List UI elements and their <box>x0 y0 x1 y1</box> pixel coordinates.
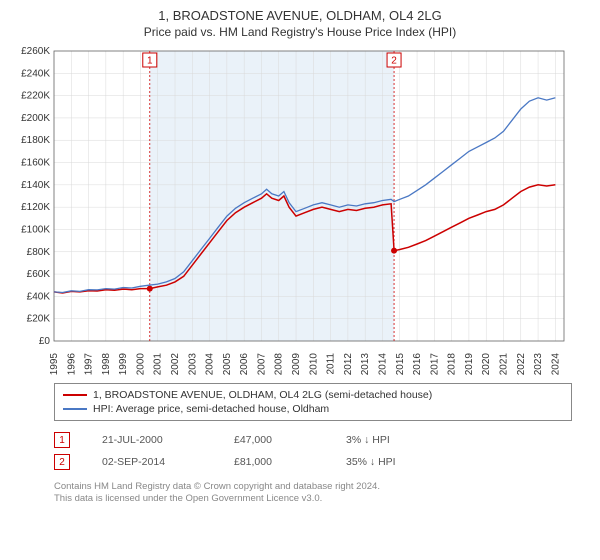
svg-text:2022: 2022 <box>516 353 527 376</box>
svg-text:2010: 2010 <box>308 353 319 376</box>
legend-label: 1, BROADSTONE AVENUE, OLDHAM, OL4 2LG (s… <box>93 389 432 401</box>
svg-text:£120K: £120K <box>21 202 50 213</box>
svg-text:£0: £0 <box>39 336 51 347</box>
svg-text:2013: 2013 <box>360 353 371 376</box>
legend-item: HPI: Average price, semi-detached house,… <box>63 402 563 416</box>
svg-text:1995: 1995 <box>49 353 60 376</box>
marker-badge: 1 <box>54 432 70 448</box>
svg-text:2016: 2016 <box>412 353 423 376</box>
svg-text:2007: 2007 <box>256 353 267 376</box>
chart-title: 1, BROADSTONE AVENUE, OLDHAM, OL4 2LG <box>10 8 590 23</box>
svg-text:2023: 2023 <box>533 353 544 376</box>
svg-text:£220K: £220K <box>21 91 50 102</box>
svg-text:2001: 2001 <box>153 353 164 376</box>
svg-text:2004: 2004 <box>205 353 216 376</box>
svg-text:£140K: £140K <box>21 180 50 191</box>
svg-text:2015: 2015 <box>395 353 406 376</box>
svg-text:£20K: £20K <box>27 314 51 325</box>
svg-text:£260K: £260K <box>21 47 50 57</box>
legend-label: HPI: Average price, semi-detached house,… <box>93 403 329 415</box>
svg-text:1: 1 <box>147 56 153 67</box>
svg-text:2008: 2008 <box>274 353 285 376</box>
svg-text:2018: 2018 <box>447 353 458 376</box>
footer-line: This data is licensed under the Open Gov… <box>54 493 590 505</box>
marker-pct: 3% ↓ HPI <box>346 434 446 446</box>
svg-text:£100K: £100K <box>21 224 50 235</box>
svg-text:£240K: £240K <box>21 68 50 79</box>
svg-text:£40K: £40K <box>27 291 51 302</box>
svg-text:2021: 2021 <box>498 353 509 376</box>
svg-text:£80K: £80K <box>27 247 51 258</box>
svg-text:2017: 2017 <box>429 353 440 376</box>
svg-text:2002: 2002 <box>170 353 181 376</box>
marker-date: 21-JUL-2000 <box>102 434 202 446</box>
svg-text:1998: 1998 <box>101 353 112 376</box>
svg-text:1999: 1999 <box>118 353 129 376</box>
svg-text:2005: 2005 <box>222 353 233 376</box>
svg-text:2019: 2019 <box>464 353 475 376</box>
svg-text:£200K: £200K <box>21 113 50 124</box>
chart-subtitle: Price paid vs. HM Land Registry's House … <box>10 25 590 39</box>
chart-svg: £0 £20K £40K £60K £80K £100K £120K £140K £160K £1… <box>10 47 570 377</box>
legend-swatch <box>63 394 87 396</box>
chart-area: £0 £20K £40K £60K £80K £100K £120K £140K £160K £1… <box>10 47 590 377</box>
svg-text:2014: 2014 <box>377 353 388 376</box>
svg-text:2000: 2000 <box>135 353 146 376</box>
footer-line: Contains HM Land Registry data © Crown c… <box>54 481 590 493</box>
svg-text:£160K: £160K <box>21 158 50 169</box>
svg-text:2006: 2006 <box>239 353 250 376</box>
svg-text:£60K: £60K <box>27 269 51 280</box>
marker-date: 02-SEP-2014 <box>102 456 202 468</box>
marker-table: 1 21-JUL-2000 £47,000 3% ↓ HPI 2 02-SEP-… <box>54 429 590 473</box>
svg-text:1996: 1996 <box>66 353 77 376</box>
marker-row: 1 21-JUL-2000 £47,000 3% ↓ HPI <box>54 429 590 451</box>
svg-text:2011: 2011 <box>326 353 337 375</box>
svg-text:2003: 2003 <box>187 353 198 376</box>
legend-swatch <box>63 408 87 410</box>
svg-text:2012: 2012 <box>343 353 354 376</box>
svg-text:2020: 2020 <box>481 353 492 376</box>
svg-text:1997: 1997 <box>84 353 95 376</box>
legend: 1, BROADSTONE AVENUE, OLDHAM, OL4 2LG (s… <box>54 383 572 421</box>
svg-text:2024: 2024 <box>550 353 561 376</box>
legend-item: 1, BROADSTONE AVENUE, OLDHAM, OL4 2LG (s… <box>63 388 563 402</box>
marker-price: £47,000 <box>234 434 314 446</box>
marker-row: 2 02-SEP-2014 £81,000 35% ↓ HPI <box>54 451 590 473</box>
marker-price: £81,000 <box>234 456 314 468</box>
svg-text:£180K: £180K <box>21 135 50 146</box>
svg-text:2009: 2009 <box>291 353 302 376</box>
marker-badge: 2 <box>54 454 70 470</box>
marker-pct: 35% ↓ HPI <box>346 456 446 468</box>
svg-text:2: 2 <box>391 56 397 67</box>
footer: Contains HM Land Registry data © Crown c… <box>54 481 590 506</box>
